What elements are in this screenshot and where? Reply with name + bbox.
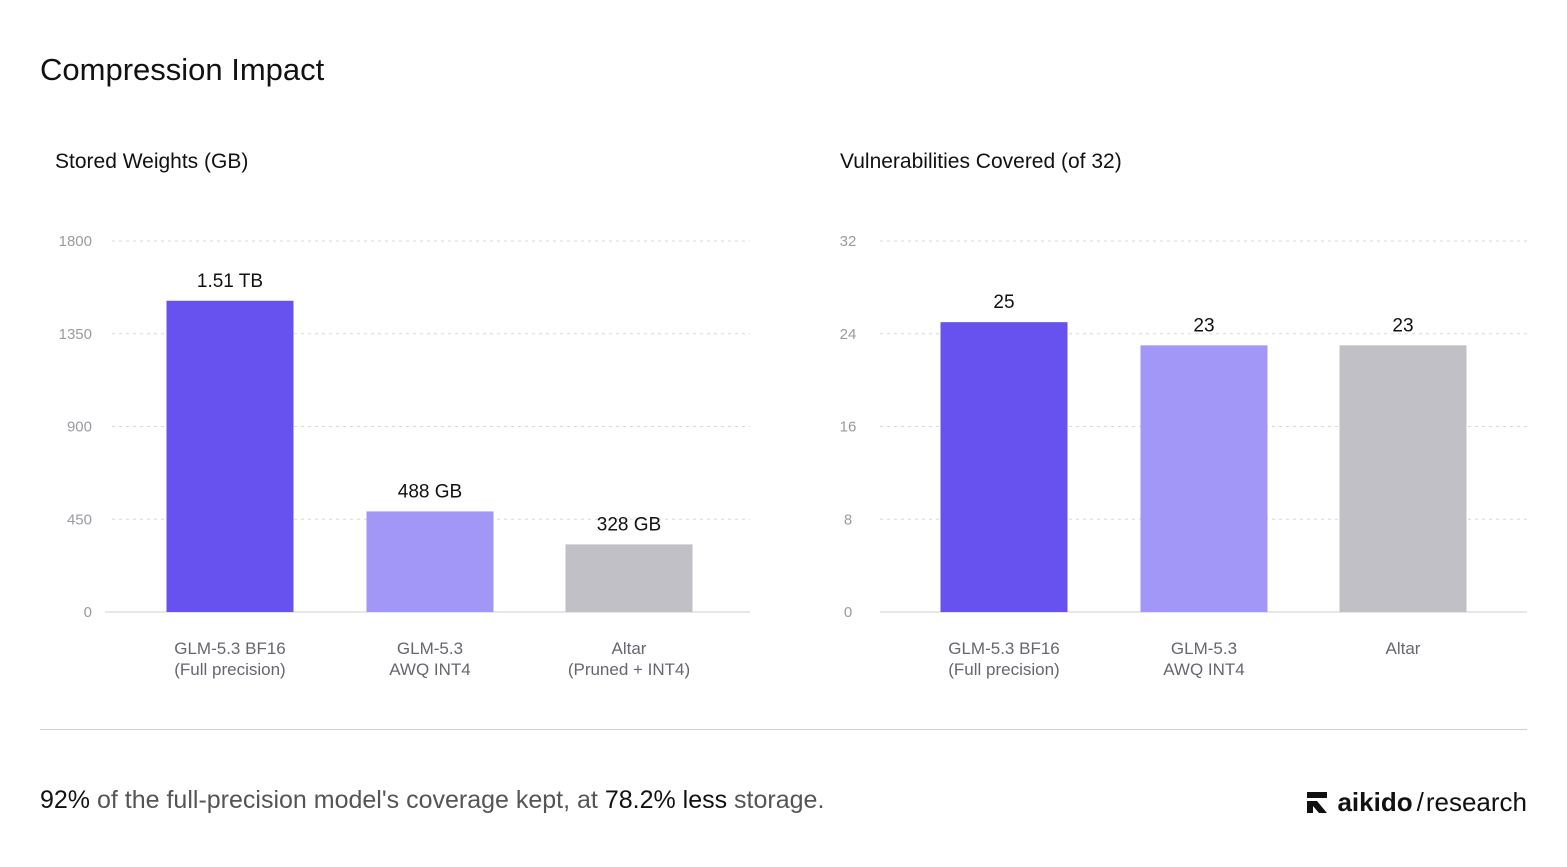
- bar: [1339, 345, 1467, 612]
- brand: aikido / research: [1305, 785, 1527, 819]
- category-label: GLM-5.3: [397, 639, 463, 658]
- bar: [166, 300, 294, 612]
- divider: [40, 729, 1527, 730]
- value-label: 328 GB: [597, 514, 661, 535]
- brand-slash: /: [1416, 786, 1424, 817]
- y-tick-label: 24: [840, 326, 857, 343]
- footer-text-part-1: of the full-precision model's coverage k…: [90, 786, 605, 814]
- y-tick-label: 16: [840, 419, 857, 436]
- y-tick-label: 900: [67, 419, 92, 436]
- page-title: Compression Impact: [40, 52, 325, 87]
- coverage-kept-value: 92%: [40, 786, 91, 814]
- chart-1: Stored Weights (GB) 0 450 900 1350 1800 1.51 T…: [55, 150, 750, 679]
- category-label: GLM-5.3 BF16: [948, 639, 1060, 658]
- category-label: Altar: [612, 639, 647, 658]
- category-label: (Pruned + INT4): [568, 660, 690, 679]
- category-label: GLM-5.3 BF16: [174, 639, 286, 658]
- value-label: 1.51 TB: [197, 271, 263, 292]
- brand-suffix: research: [1425, 786, 1527, 817]
- bar: [940, 322, 1068, 612]
- chart-title: Stored Weights (GB): [55, 150, 248, 173]
- y-tick-label: 1800: [59, 233, 92, 250]
- value-label: 23: [1392, 315, 1413, 336]
- y-tick-label: 0: [844, 604, 852, 621]
- charts-svg: Stored Weights (GB) 0 450 900 1350 1800 1.51 T…: [55, 150, 1527, 679]
- value-label: 488 GB: [398, 481, 462, 502]
- storage-reduction-value: 78.2%: [604, 786, 676, 814]
- y-tick-label: 32: [840, 233, 857, 250]
- y-tick-label: 450: [67, 511, 92, 528]
- footer-summary: 92% of the full-precision model's covera…: [40, 786, 824, 815]
- value-label: 23: [1193, 315, 1214, 336]
- category-label: Altar: [1386, 639, 1421, 658]
- footer-text-part-2: storage.: [727, 786, 825, 814]
- chart-2: Vulnerabilities Covered (of 32) 0 8 16 24 32 2…: [840, 150, 1527, 679]
- aikido-logo-icon: [1307, 792, 1328, 813]
- chart-title: Vulnerabilities Covered (of 32): [840, 150, 1122, 173]
- category-label: AWQ INT4: [1163, 660, 1245, 679]
- category-label: GLM-5.3: [1171, 639, 1237, 658]
- storage-reduction-word: less: [675, 786, 728, 814]
- y-tick-label: 1350: [59, 326, 92, 343]
- category-label: (Full precision): [174, 660, 285, 679]
- bar: [366, 511, 494, 612]
- category-label: (Full precision): [948, 660, 1059, 679]
- brand-name: aikido: [1337, 786, 1413, 817]
- bar: [1140, 345, 1268, 612]
- y-tick-label: 0: [84, 604, 92, 621]
- y-tick-label: 8: [844, 511, 852, 528]
- bar: [565, 544, 693, 612]
- category-label: AWQ INT4: [389, 660, 471, 679]
- value-label: 25: [993, 292, 1014, 313]
